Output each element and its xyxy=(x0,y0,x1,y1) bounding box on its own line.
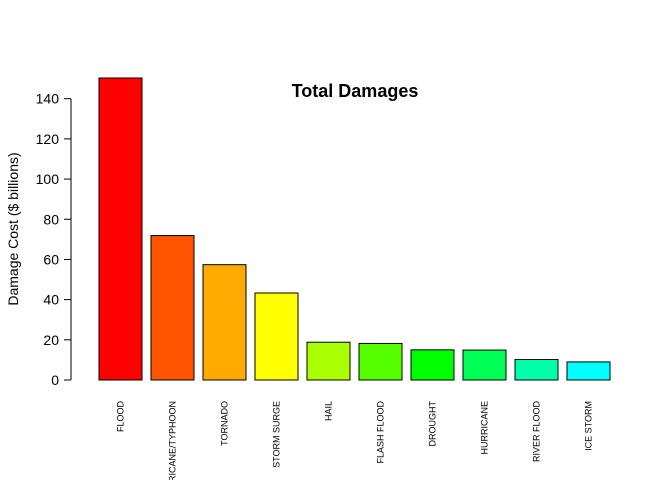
bar xyxy=(306,341,351,381)
y-axis: 0 20 40 60 80 100 120 140 xyxy=(36,91,72,388)
y-axis-label: Damage Cost ($ billions) xyxy=(5,152,21,305)
bars xyxy=(98,77,611,381)
y-tick-label: 0 xyxy=(51,372,59,388)
bar xyxy=(358,342,403,381)
x-tick-label: RIVER FLOOD xyxy=(532,401,542,463)
x-tick-label: DROUGHT xyxy=(428,401,438,447)
y-tick-label: 20 xyxy=(43,332,59,348)
y-tick-label: 100 xyxy=(36,171,60,187)
x-tick-label: HURRICANE/TYPHOON xyxy=(168,401,178,480)
y-tick-label: 140 xyxy=(36,91,60,107)
x-tick-label: ICE STORM xyxy=(584,401,594,451)
bar xyxy=(462,349,507,381)
bar xyxy=(254,292,299,381)
bar xyxy=(410,349,455,381)
x-axis-labels: FLOOD HURRICANE/TYPHOON TORNADO STORM SURGE… xyxy=(116,401,594,480)
y-tick-label: 40 xyxy=(43,292,59,308)
x-tick-label: TORNADO xyxy=(220,401,230,446)
bar xyxy=(150,235,195,381)
x-tick-label: STORM SURGE xyxy=(272,401,282,468)
y-tick-label: 60 xyxy=(43,251,59,267)
bar xyxy=(514,359,559,381)
y-tick-label: 120 xyxy=(36,131,60,147)
bar xyxy=(566,361,611,381)
x-tick-label: HURRICANE xyxy=(480,401,490,455)
x-tick-label: HAIL xyxy=(324,401,334,421)
x-tick-label: FLASH FLOOD xyxy=(376,401,386,464)
bar xyxy=(98,77,143,381)
chart-title: Total Damages xyxy=(292,81,419,101)
bar xyxy=(202,264,247,381)
x-tick-label: FLOOD xyxy=(116,401,126,433)
y-tick-label: 80 xyxy=(43,211,59,227)
